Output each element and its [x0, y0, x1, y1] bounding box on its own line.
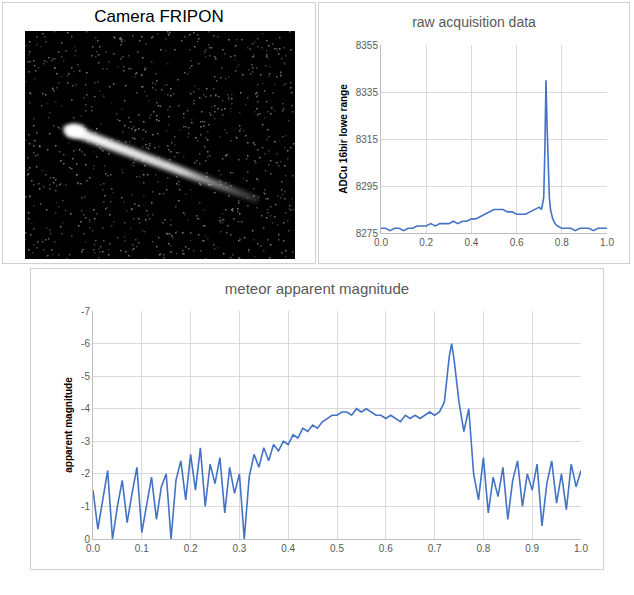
svg-text:-6: -6 — [81, 338, 90, 349]
svg-text:0.8: 0.8 — [476, 543, 490, 554]
svg-text:-3: -3 — [81, 436, 90, 447]
svg-text:-5: -5 — [81, 371, 90, 382]
svg-text:8355: 8355 — [356, 40, 379, 51]
svg-text:meteor apparent magnitude: meteor apparent magnitude — [225, 280, 409, 297]
svg-text:1.0: 1.0 — [600, 237, 614, 248]
svg-text:0.2: 0.2 — [419, 237, 433, 248]
svg-text:0.0: 0.0 — [86, 543, 100, 554]
svg-text:8315: 8315 — [356, 134, 379, 145]
svg-text:0.6: 0.6 — [379, 543, 393, 554]
svg-text:0.8: 0.8 — [555, 237, 569, 248]
svg-text:8295: 8295 — [356, 181, 379, 192]
svg-text:0.0: 0.0 — [374, 237, 388, 248]
svg-text:1.0: 1.0 — [574, 543, 588, 554]
svg-text:0.3: 0.3 — [232, 543, 246, 554]
svg-text:0.1: 0.1 — [135, 543, 149, 554]
svg-text:apparent magnitude: apparent magnitude — [63, 377, 74, 473]
svg-text:0.2: 0.2 — [184, 543, 198, 554]
html-text:Camera FRIPON: Camera FRIPON — [94, 7, 224, 26]
svg-text:8275: 8275 — [356, 228, 379, 239]
svg-text:0.6: 0.6 — [510, 237, 524, 248]
svg-text:8335: 8335 — [356, 87, 379, 98]
svg-text:-4: -4 — [81, 403, 90, 414]
svg-text:0.9: 0.9 — [525, 543, 539, 554]
svg-text:-7: -7 — [81, 306, 90, 317]
svg-text:0.4: 0.4 — [281, 543, 295, 554]
svg-text:-1: -1 — [81, 501, 90, 512]
svg-text:raw acquisition data: raw acquisition data — [412, 14, 536, 30]
svg-text:-2: -2 — [81, 468, 90, 479]
svg-text:0: 0 — [84, 534, 90, 545]
svg-text:0.5: 0.5 — [330, 543, 344, 554]
svg-text:ADCu 16bir lowe range: ADCu 16bir lowe range — [338, 84, 349, 194]
svg-text:0.4: 0.4 — [464, 237, 478, 248]
svg-text:0.7: 0.7 — [428, 543, 442, 554]
